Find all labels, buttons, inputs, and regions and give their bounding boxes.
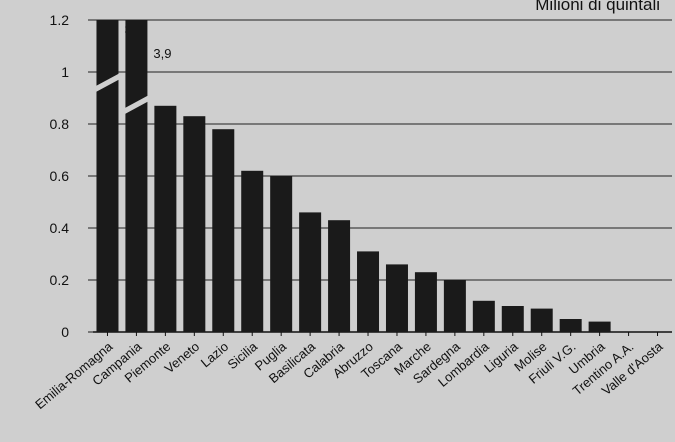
bar (241, 171, 263, 332)
y-tick-label: 0.6 (50, 168, 70, 184)
bar (212, 129, 234, 332)
bar (270, 176, 292, 332)
y-tick-label: 0.4 (50, 220, 70, 236)
y-tick-label: 0.8 (50, 116, 70, 132)
bar (502, 306, 524, 332)
x-tick-label: Liguria (481, 338, 521, 375)
data-label: 3,9 (153, 46, 171, 61)
bar (328, 220, 350, 332)
bar (531, 309, 553, 332)
bar (444, 280, 466, 332)
y-tick-label: 0 (61, 324, 69, 340)
bar (560, 319, 582, 332)
bar (473, 301, 495, 332)
bar (299, 212, 321, 332)
bar (386, 264, 408, 332)
x-tick-label: Lazio (198, 339, 231, 370)
y-tick-label: 1 (61, 64, 69, 80)
bar (96, 20, 118, 332)
y-tick-label: 0.2 (50, 272, 70, 288)
y-tick-label: 1.2 (50, 12, 70, 28)
bar (589, 322, 611, 332)
unit-label: Milioni di quintali (535, 0, 660, 14)
bar (154, 106, 176, 332)
bar (183, 116, 205, 332)
bar (357, 251, 379, 332)
bar (125, 20, 147, 332)
bar (415, 272, 437, 332)
